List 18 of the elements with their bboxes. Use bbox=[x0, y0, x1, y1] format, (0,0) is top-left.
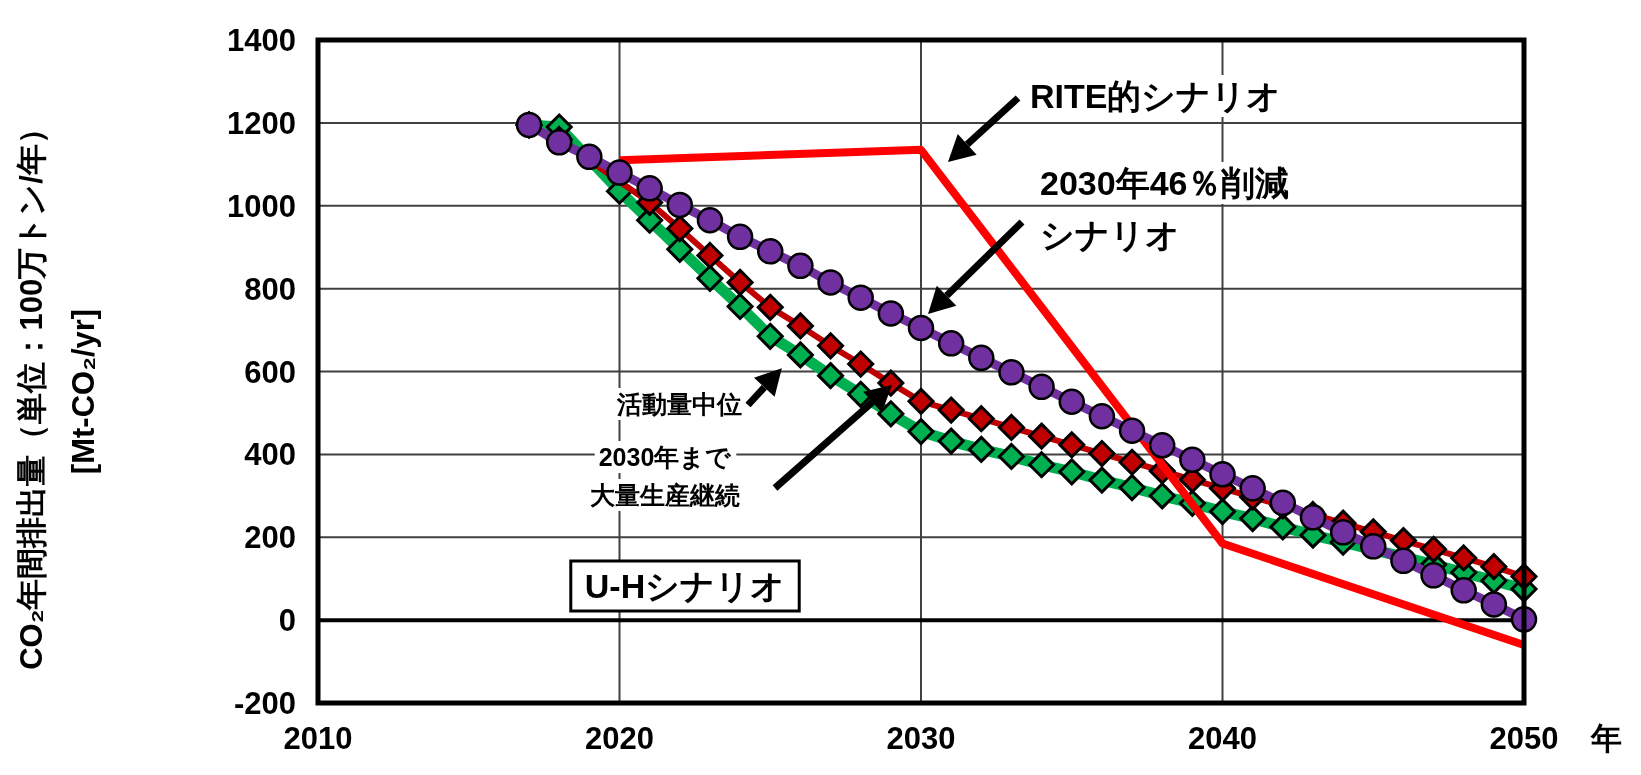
y-tick-label: 400 bbox=[244, 437, 296, 473]
x-tick-label: 2050 bbox=[1489, 721, 1559, 756]
y-tick-label: 0 bbox=[278, 603, 296, 639]
y-tick-label: 1200 bbox=[227, 105, 296, 141]
y-tick-label: 1400 bbox=[227, 23, 296, 58]
point bbox=[545, 129, 573, 156]
y-tick-label: -200 bbox=[233, 686, 296, 721]
x-tick-label: 2010 bbox=[283, 721, 353, 756]
y-axis-title: CO₂年間排出量（単位：100万トン/年） [Mt-CO₂/yr] bbox=[14, 113, 101, 670]
y-tick-label: 1000 bbox=[227, 188, 296, 224]
x-tick-label: 2020 bbox=[585, 721, 654, 756]
x-tick-label: 2040 bbox=[1188, 721, 1257, 756]
y-tick-label: 800 bbox=[244, 271, 296, 307]
y-tick-label: 200 bbox=[244, 520, 296, 556]
point bbox=[576, 143, 603, 171]
x-tick-label: 2030 bbox=[886, 721, 956, 756]
y-tick-label: 600 bbox=[244, 354, 296, 390]
x-axis-title: 年 bbox=[1589, 721, 1622, 756]
